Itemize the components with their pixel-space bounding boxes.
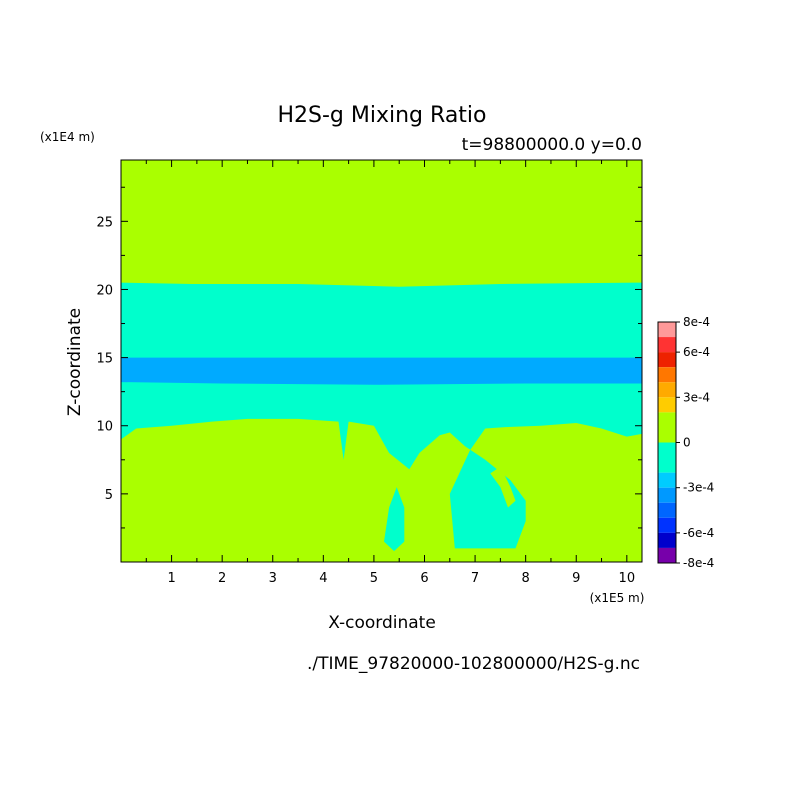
colorbar-band: [658, 472, 676, 488]
x-tick-label: 4: [319, 571, 327, 586]
colorbar-label: 0: [683, 436, 691, 450]
contour-region-5: [490, 466, 516, 508]
colorbar-band: [658, 502, 676, 518]
colorbar-band: [658, 322, 676, 338]
colorbar: 8e-4 6e-4 3e-4 0 -3e-4 -6e-4 -8e-4: [657, 315, 714, 570]
y-tick-label: 25: [96, 215, 113, 230]
plot-frame: [120, 159, 643, 563]
colorbar-label: 6e-4: [683, 345, 710, 359]
colorbar-band: [658, 337, 676, 353]
colorbar-band: [658, 397, 676, 413]
x-tick-label: 1: [167, 571, 175, 586]
x-axis-ticks: 1 2 3 4 5 6 7 8 9 10: [145, 160, 636, 586]
colorbar-band: [658, 532, 676, 548]
y-axis-ticks: 5 10 15 20 25: [96, 186, 642, 529]
chart-title: H2S-g Mixing Ratio: [277, 103, 486, 128]
colorbar-band: [658, 367, 676, 383]
file-path: ./TIME_97820000-102800000/H2S-g.nc: [307, 654, 640, 674]
colorbar-band: [658, 442, 676, 473]
x-tick-label: 7: [471, 571, 479, 586]
x-tick-label: 9: [572, 571, 580, 586]
x-unit-label: (x1E5 m): [590, 591, 645, 605]
colorbar-label: 3e-4: [683, 390, 710, 404]
colorbar-band: [658, 412, 676, 443]
x-tick-label: 10: [619, 571, 636, 586]
contour-regions: [121, 160, 642, 562]
y-tick-label: 5: [105, 488, 113, 503]
y-unit-label: (x1E4 m): [40, 130, 95, 144]
x-tick-label: 8: [522, 571, 530, 586]
x-tick-label: 5: [370, 571, 378, 586]
chart-subtitle: t=98800000.0 y=0.0: [462, 135, 642, 155]
colorbar-band: [658, 547, 676, 563]
colorbar-band: [658, 352, 676, 368]
x-tick-label: 3: [269, 571, 277, 586]
colorbar-label: -3e-4: [683, 481, 714, 495]
x-tick-label: 6: [420, 571, 428, 586]
colorbar-band: [658, 382, 676, 398]
y-tick-label: 10: [96, 420, 113, 435]
colorbar-band: [658, 487, 676, 503]
y-tick-label: 15: [96, 352, 113, 367]
colorbar-label: -8e-4: [683, 556, 714, 570]
x-tick-label: 2: [218, 571, 226, 586]
plot-area: 1 2 3 4 5 6 7 8 9 10 5 10 15 20 25: [96, 159, 643, 586]
colorbar-label: -6e-4: [683, 526, 714, 540]
y-axis-label: Z-coordinate: [65, 308, 85, 416]
contour-region-1: [121, 282, 642, 549]
contour-region-3: [121, 357, 642, 385]
x-axis-label: X-coordinate: [328, 613, 436, 633]
contour-region-2: [384, 487, 405, 552]
y-tick-label: 20: [96, 283, 113, 298]
colorbar-label: 8e-4: [683, 315, 710, 329]
colorbar-band: [658, 517, 676, 533]
contour-region-4: [447, 439, 460, 460]
